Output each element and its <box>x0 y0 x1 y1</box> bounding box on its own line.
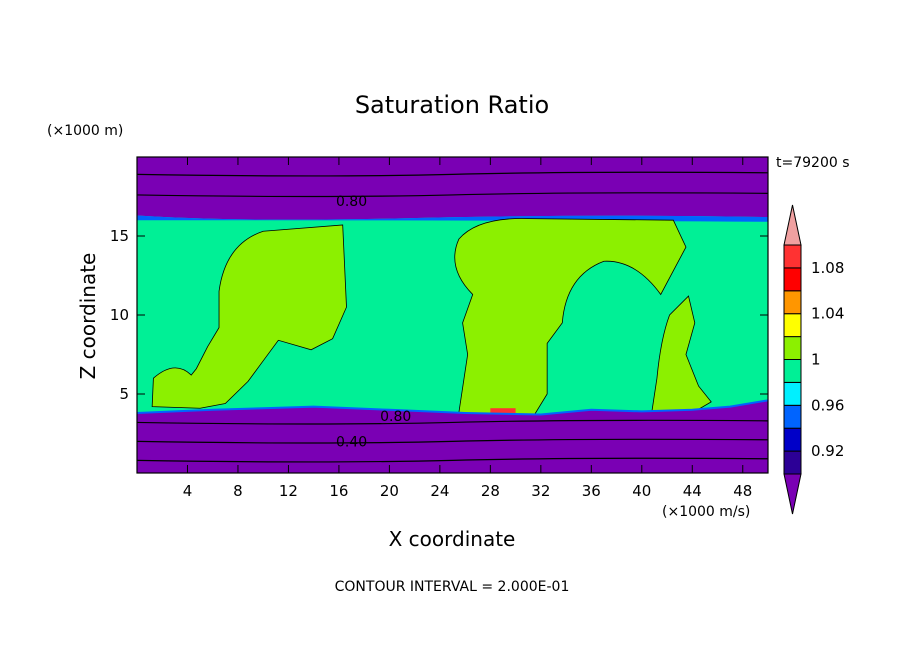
colorbar: 0.92 0.96 1 1.04 1.08 <box>783 204 844 515</box>
colorbar-swatch <box>783 267 802 292</box>
x-tick-label: 32 <box>531 482 550 500</box>
x-tick-label: 16 <box>329 482 348 500</box>
colorbar-swatch <box>783 359 802 383</box>
x-tick-label: 36 <box>582 482 601 500</box>
colorbar-swatch <box>783 427 802 452</box>
contour-label-2: 0.40 <box>336 434 367 450</box>
y-tick-label: 15 <box>110 227 129 245</box>
colorbar-high-arrow <box>783 204 802 246</box>
x-tick-label: 44 <box>683 482 702 500</box>
x-tick-label: 20 <box>380 482 399 500</box>
y-tick-group: 5 10 15 <box>110 227 768 403</box>
lower-transition-band <box>136 399 769 416</box>
y-axis-label: Z coordinate <box>76 253 100 380</box>
colorbar-swatch <box>783 404 802 429</box>
lower-dry-layer <box>137 400 768 473</box>
contour-label-group: 0.80 0.80 0.40 <box>336 194 411 450</box>
supersaturated-region-left <box>151 224 347 409</box>
y-tick-label: 5 <box>119 385 129 403</box>
contour-line-upper <box>136 192 769 198</box>
colorbar-label: 0.92 <box>811 442 844 460</box>
x-tick-label: 12 <box>279 482 298 500</box>
colorbar-swatch <box>783 336 802 361</box>
colorbar-swatch <box>783 244 802 269</box>
x-tick-label: 24 <box>430 482 449 500</box>
colorbar-swatch <box>783 381 802 406</box>
x-tick-group: 4 8 12 16 20 24 28 32 36 40 44 48 <box>183 157 752 500</box>
x-tick-label: 8 <box>233 482 243 500</box>
contour-label-1: 0.80 <box>380 409 411 425</box>
colorbar-swatch <box>783 450 802 475</box>
contour-line-0.4 <box>136 438 769 444</box>
x-tick-label: 28 <box>481 482 500 500</box>
plot-area <box>136 156 769 474</box>
time-label: t=79200 s <box>776 155 850 171</box>
supersaturated-region-center <box>454 218 687 415</box>
contour-label-0: 0.80 <box>336 194 367 210</box>
colorbar-label: 1.04 <box>811 305 844 323</box>
x-tick-label: 48 <box>733 482 752 500</box>
contour-line-bottom <box>136 457 769 463</box>
contour-interval-note: CONTOUR INTERVAL = 2.000E-01 <box>335 579 570 595</box>
colorbar-label: 1 <box>811 351 821 369</box>
colorbar-swatch <box>783 313 802 338</box>
colorbar-swatch <box>783 290 802 315</box>
x-axis-label: X coordinate <box>389 527 516 551</box>
colorbar-label: 1.08 <box>811 259 844 277</box>
upper-dry-layer <box>137 157 768 220</box>
x-tick-label: 40 <box>632 482 651 500</box>
colorbar-label: 0.96 <box>811 396 844 414</box>
y-tick-label: 10 <box>110 306 129 324</box>
chart-title: Saturation Ratio <box>355 91 549 119</box>
peak-supersaturation-patch <box>490 408 516 413</box>
y-unit-label: (×1000 m) <box>47 123 123 139</box>
contour-line-0.8-lower <box>136 419 769 425</box>
x-tick-label: 4 <box>183 482 193 500</box>
x-unit-label: (×1000 m/s) <box>662 504 750 520</box>
contour-line-top <box>136 171 769 177</box>
colorbar-low-arrow <box>783 473 802 515</box>
supersaturated-region-right <box>651 295 712 414</box>
